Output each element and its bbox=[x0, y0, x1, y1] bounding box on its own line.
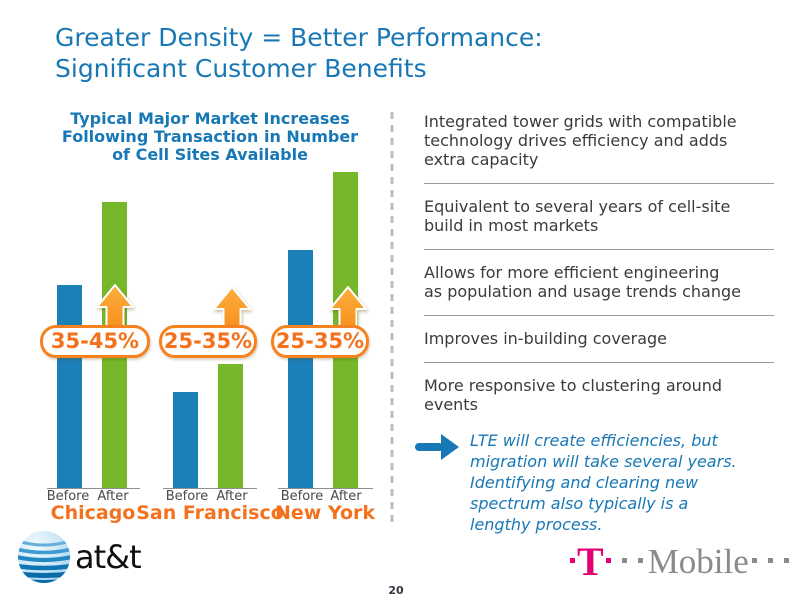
benefit-item: More responsive to clustering around eve… bbox=[424, 376, 723, 414]
callout-text: LTE will create efficiencies, but migrat… bbox=[470, 431, 737, 534]
bar-san-francisco-before bbox=[173, 392, 198, 488]
page-number: 20 bbox=[388, 584, 404, 597]
up-arrow-icon bbox=[213, 286, 251, 332]
att-logo: at&t bbox=[16, 529, 142, 585]
lte-callout: LTE will create efficiencies, but migrat… bbox=[414, 430, 780, 535]
chart-title-line2: Following Transaction in Number bbox=[61, 127, 359, 146]
increase-badge-chicago: 35-45% bbox=[40, 325, 150, 358]
chart-title: Typical Major Market Increases Following… bbox=[28, 110, 392, 164]
tmobile-dot-icon bbox=[751, 558, 757, 563]
axis-label-after: After bbox=[97, 489, 129, 504]
tmobile-t: T bbox=[577, 539, 604, 584]
city-label-new-york: New York bbox=[274, 502, 376, 524]
axis-label-before: Before bbox=[280, 489, 324, 504]
axis-label-before: Before bbox=[46, 489, 90, 504]
increase-badge-new-york: 25-35% bbox=[271, 325, 369, 358]
up-arrow-icon bbox=[329, 286, 367, 332]
benefit-item: Integrated tower grids with compatible t… bbox=[424, 112, 774, 184]
bar-new-york-before bbox=[288, 250, 313, 488]
chart-title-line1: Typical Major Market Increases bbox=[70, 109, 350, 128]
tmobile-dot-icon bbox=[621, 558, 627, 563]
tmobile-logo: T Mobile bbox=[570, 539, 789, 584]
axis-label-before: Before bbox=[165, 489, 209, 504]
up-arrow-icon bbox=[96, 284, 134, 330]
benefit-item: Improves in-building coverage bbox=[424, 316, 774, 363]
city-label-san-francisco: San Francisco bbox=[136, 502, 284, 524]
tmobile-dot-icon bbox=[605, 558, 611, 563]
slide-title: Greater Density = Better Performance: Si… bbox=[55, 22, 735, 84]
tmobile-dot-icon bbox=[767, 558, 773, 563]
tmobile-dot-icon bbox=[570, 558, 575, 563]
right-arrow-icon bbox=[415, 434, 459, 460]
bar-chicago-before bbox=[57, 285, 82, 488]
bar-group-san-francisco bbox=[163, 159, 257, 489]
benefit-item: Equivalent to several years of cell-site… bbox=[424, 184, 774, 250]
city-label-chicago: Chicago bbox=[50, 502, 136, 524]
att-globe-icon bbox=[18, 531, 70, 583]
axis-label-after: After bbox=[216, 489, 248, 504]
tmobile-dot-icon bbox=[637, 558, 643, 563]
axis-label-after: After bbox=[330, 489, 362, 504]
chart-title-line3: of Cell Sites Available bbox=[112, 145, 308, 164]
tmobile-mobile: Mobile bbox=[647, 542, 749, 581]
benefits-list: Integrated tower grids with compatible t… bbox=[424, 112, 774, 428]
bar-san-francisco-after bbox=[218, 364, 243, 488]
slide-title-line2: Significant Customer Benefits bbox=[55, 54, 427, 83]
benefit-item: Allows for more efficient engineering as… bbox=[424, 250, 774, 316]
att-logo-text: at&t bbox=[75, 538, 142, 576]
increase-badge-san-francisco: 25-35% bbox=[159, 325, 257, 358]
slide-title-line1: Greater Density = Better Performance: bbox=[55, 23, 543, 52]
vertical-dashed-divider bbox=[390, 112, 394, 524]
tmobile-dot-icon bbox=[783, 558, 789, 563]
